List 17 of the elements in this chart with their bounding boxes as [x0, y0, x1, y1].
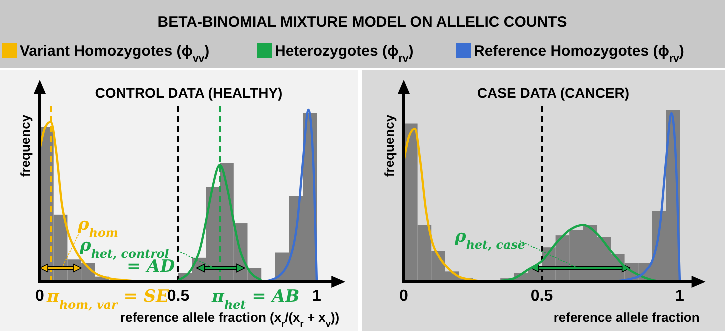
text: π$_{het}$ = AB	[211, 287, 300, 312]
chart-title: CASE DATA (CANCER)	[477, 85, 630, 101]
chart-title: BETA-BINOMIAL MIXTURE MODEL ON ALLELIC COUNTS	[158, 14, 568, 31]
chart-subtitle: CONTROL DATA (HEALTHY)	[95, 85, 283, 101]
y-axis-title: frequency	[382, 114, 397, 178]
x-tick-label: 0.5	[530, 288, 554, 305]
legend-label: Reference Homozygotes (ϕ$_{rv}$)	[474, 43, 684, 65]
x-tick-label: 1	[676, 288, 685, 305]
annotation: ρ$_{het, case}$	[454, 227, 526, 252]
x-tick-label: 0	[400, 288, 409, 305]
legend-label: Heterozygotes (ϕ$_{rv}$)	[275, 43, 414, 65]
y-axis-title: frequency	[18, 114, 33, 178]
x-tick-label: 0	[36, 288, 45, 305]
x-tick-label: 1	[312, 288, 322, 305]
legend-label: Variant Homozygotes (ϕ$_{vv}$)	[20, 43, 210, 65]
x-axis-title: reference allele fraction	[554, 310, 700, 325]
x-axis-title: reference allele fraction (x$_{r}$/(x$_{r}$ + x$_{v}$))	[120, 310, 340, 329]
